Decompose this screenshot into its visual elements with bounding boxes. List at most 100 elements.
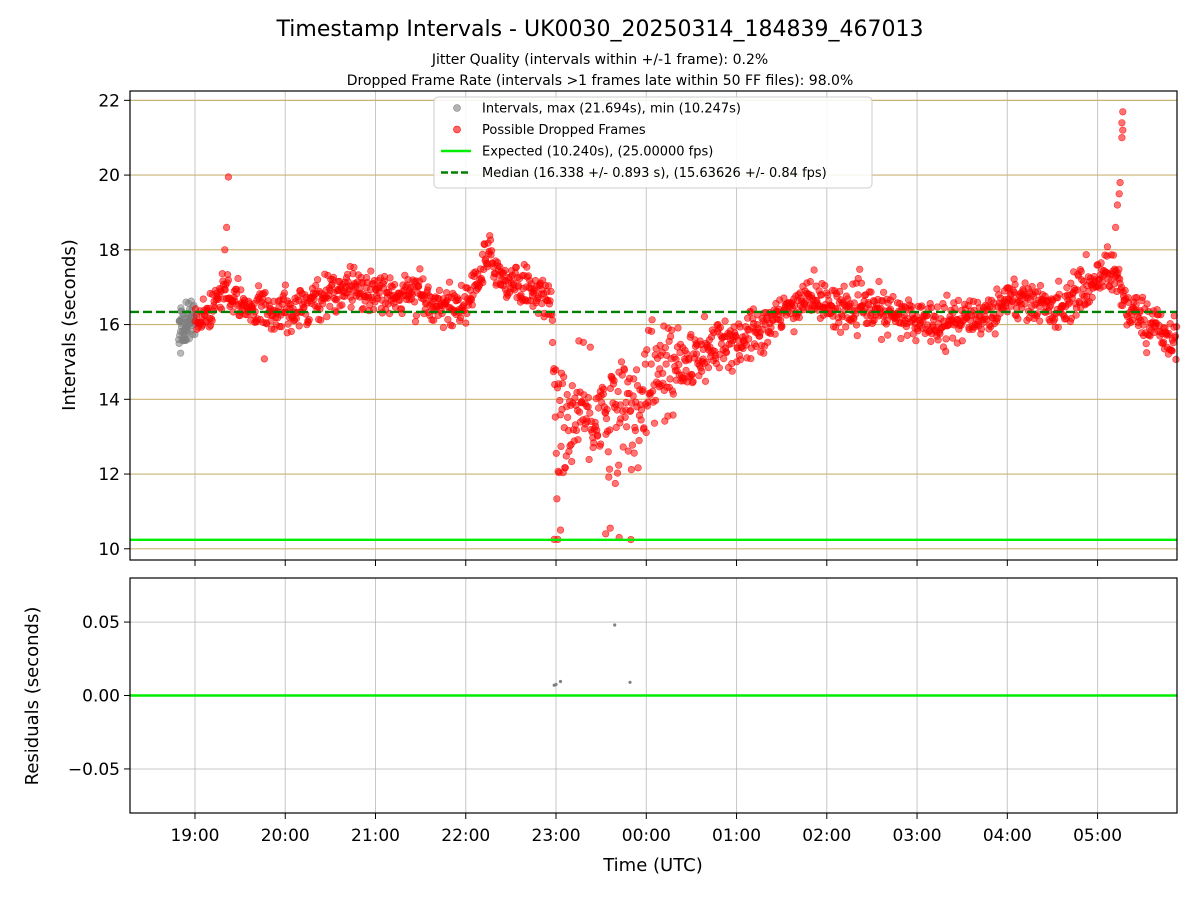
dropped-frame-point <box>647 360 655 368</box>
intervals-x-ticks <box>194 560 1099 566</box>
dropped-frame-point <box>277 323 286 331</box>
dropped-frame-point <box>1055 277 1063 285</box>
dropped-frame-point <box>1118 119 1126 127</box>
dropped-frame-point <box>224 173 232 181</box>
dropped-frame-point <box>611 479 619 488</box>
intervals-points <box>175 108 1181 544</box>
x-tick-label: 01:00 <box>712 826 761 846</box>
intervals-panel: 10 12 14 16 18 20 22 Intervals (seconds) <box>59 90 1181 566</box>
dropped-frame-point <box>934 336 942 344</box>
dropped-frame-point <box>323 313 331 321</box>
dropped-frame-point <box>771 330 779 338</box>
dropped-frame-point <box>305 316 313 324</box>
dropped-frame-point <box>1171 332 1179 340</box>
dropped-frame-point <box>416 265 424 273</box>
dropped-frame-point <box>584 394 593 402</box>
dropped-frame-point <box>853 332 861 340</box>
dropped-frame-point <box>605 473 613 481</box>
dropped-frame-point <box>605 465 614 473</box>
dropped-frame-point <box>958 337 966 345</box>
dropped-frame-point <box>585 455 593 464</box>
dropped-frame-point <box>501 266 509 275</box>
dropped-frame-point <box>1138 293 1147 301</box>
dropped-frame-point <box>574 436 582 444</box>
dropped-frame-point <box>991 330 999 338</box>
legend-label: Possible Dropped Frames <box>482 123 646 138</box>
dropped-frame-point <box>767 324 775 332</box>
dropped-frame-point <box>348 296 356 304</box>
dropped-frame-point <box>597 440 605 448</box>
dropped-frame-point <box>1119 126 1127 134</box>
x-tick-label: 04:00 <box>983 826 1032 846</box>
x-tick-label: 03:00 <box>893 826 942 846</box>
dropped-frame-point <box>1113 201 1121 209</box>
dropped-frame-point <box>457 314 465 322</box>
dropped-frame-point <box>875 277 883 286</box>
dropped-frame-point <box>547 287 555 296</box>
dropped-frame-point <box>411 318 420 326</box>
intervals-y-tick-label: 20 <box>98 166 120 186</box>
dropped-frame-point <box>977 325 986 333</box>
dropped-frame-point <box>1077 267 1085 276</box>
dropped-frame-point <box>897 335 905 343</box>
chart-title: Timestamp Intervals - UK0030_20250314_18… <box>276 17 924 42</box>
dropped-frame-point <box>1097 259 1105 267</box>
intervals-y-tick-label: 10 <box>98 540 120 560</box>
dropped-frame-point <box>835 319 843 327</box>
dropped-frame-point <box>553 495 561 503</box>
dropped-frame-point <box>619 443 627 451</box>
dropped-frame-point <box>1111 223 1120 231</box>
legend-label: Median (16.338 +/- 0.893 s), (15.63626 +… <box>482 166 827 181</box>
dropped-frame-point <box>927 337 935 346</box>
dropped-frame-point <box>199 295 207 303</box>
dropped-frame-point <box>764 338 772 346</box>
dropped-frame-point <box>632 366 641 374</box>
dropped-frame-point <box>317 316 325 324</box>
x-tick-label: 20:00 <box>261 826 310 846</box>
dropped-frame-point <box>295 322 303 330</box>
dropped-frame-point <box>940 304 949 312</box>
dropped-frame-point <box>445 278 454 286</box>
intervals-y-axis-label: Intervals (seconds) <box>59 239 80 411</box>
dropped-frame-point <box>568 458 576 466</box>
dropped-frame-point <box>631 427 640 435</box>
dropped-frame-point <box>722 348 731 357</box>
dropped-frame-point <box>620 366 629 374</box>
residuals-panel: 0.05 0.00 −0.05 19:00 20:00 21:00 22:00 23:00 0… <box>22 577 1178 876</box>
dropped-frame-point <box>666 332 675 341</box>
dropped-frame-point <box>606 426 614 434</box>
x-tick-label: 00:00 <box>622 826 671 846</box>
dropped-frame-point <box>854 291 862 299</box>
legend-box <box>433 96 873 189</box>
dropped-frame-point <box>1140 316 1148 324</box>
dropped-frame-point <box>410 298 419 306</box>
legend: Intervals, max (21.694s), min (10.247s) P… <box>433 96 873 189</box>
dropped-frame-point <box>700 313 709 321</box>
dropped-frame-point <box>1118 134 1126 142</box>
dropped-frame-point <box>951 304 959 313</box>
x-tick-label: 19:00 <box>170 826 219 846</box>
dropped-frame-point <box>419 275 427 283</box>
dropped-frame-point <box>224 276 232 284</box>
dropped-frame-point <box>650 419 659 427</box>
residuals-y-axis-label: Residuals (seconds) <box>22 607 43 786</box>
chart-subtitle-jitter: Jitter Quality (intervals within +/-1 fr… <box>431 52 768 68</box>
dropped-frame-point <box>523 263 531 271</box>
dropped-frame-point <box>698 367 706 375</box>
dropped-frame-point <box>720 355 728 363</box>
dropped-frame-point <box>821 282 829 290</box>
dropped-frame-point <box>662 360 670 368</box>
dropped-frame-point <box>208 317 216 325</box>
dropped-frame-point <box>1072 311 1080 319</box>
dropped-frame-point <box>1143 349 1151 357</box>
dropped-frame-point <box>840 282 848 290</box>
dropped-frame-point <box>599 385 608 393</box>
dropped-frame-point <box>558 380 567 388</box>
dropped-frame-point <box>552 449 560 457</box>
dropped-frame-point <box>454 296 462 304</box>
dropped-frame-point <box>649 387 657 395</box>
dropped-frame-point <box>603 405 611 414</box>
dropped-frame-point <box>1088 293 1096 302</box>
dropped-frame-point <box>606 524 614 532</box>
dropped-frame-point <box>1168 347 1176 355</box>
